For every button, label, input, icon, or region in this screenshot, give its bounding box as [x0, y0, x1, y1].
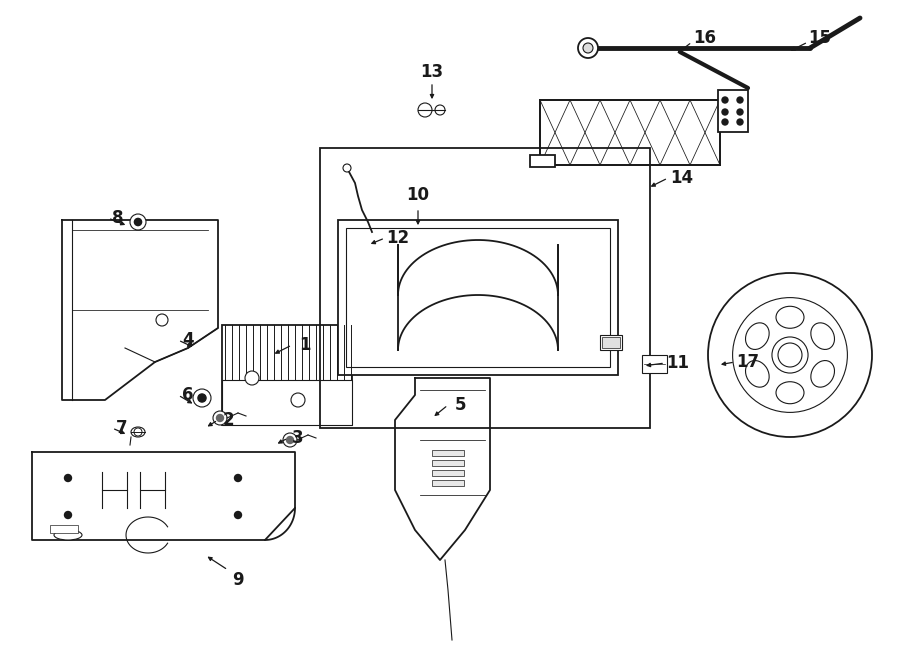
Bar	[432, 470, 464, 476]
Text: 3: 3	[292, 429, 304, 447]
Circle shape	[778, 343, 802, 367]
Text: 15: 15	[808, 29, 832, 47]
Circle shape	[722, 109, 728, 115]
Circle shape	[343, 164, 351, 172]
Ellipse shape	[131, 427, 145, 437]
Circle shape	[65, 475, 71, 481]
Bar	[602, 337, 620, 348]
Ellipse shape	[745, 323, 770, 350]
Circle shape	[583, 43, 593, 53]
Circle shape	[235, 512, 241, 518]
Circle shape	[291, 393, 305, 407]
Ellipse shape	[811, 360, 834, 387]
Circle shape	[578, 38, 598, 58]
Bar	[432, 450, 464, 456]
Text: 4: 4	[182, 331, 194, 349]
Text: 11: 11	[667, 354, 689, 372]
Polygon shape	[32, 452, 295, 540]
Ellipse shape	[54, 530, 82, 540]
Circle shape	[235, 475, 241, 481]
Circle shape	[156, 314, 168, 326]
Circle shape	[418, 103, 432, 117]
Bar	[338, 220, 618, 375]
Ellipse shape	[776, 381, 804, 404]
Bar	[222, 325, 352, 425]
Text: 13: 13	[420, 63, 444, 81]
Text: 14: 14	[670, 169, 694, 187]
Ellipse shape	[811, 323, 834, 350]
Text: 10: 10	[407, 186, 429, 204]
Circle shape	[65, 512, 71, 518]
Circle shape	[737, 97, 743, 103]
Polygon shape	[62, 220, 218, 400]
Circle shape	[134, 428, 142, 436]
Text: 7: 7	[116, 419, 128, 437]
Circle shape	[286, 436, 293, 444]
Circle shape	[283, 433, 297, 447]
Text: 8: 8	[112, 209, 124, 227]
Text: 16: 16	[694, 29, 716, 47]
Circle shape	[245, 371, 259, 385]
Bar	[346, 228, 610, 367]
Circle shape	[217, 414, 223, 422]
Text: 9: 9	[232, 571, 244, 589]
Circle shape	[722, 119, 728, 125]
Text: 6: 6	[182, 386, 194, 404]
Bar	[718, 90, 748, 132]
Text: 5: 5	[454, 396, 466, 414]
Circle shape	[733, 297, 848, 412]
Circle shape	[130, 214, 146, 230]
Bar	[540, 100, 720, 165]
Bar	[642, 355, 667, 373]
Ellipse shape	[745, 360, 770, 387]
Text: 12: 12	[386, 229, 410, 247]
Circle shape	[435, 105, 445, 115]
Text: 17: 17	[736, 353, 760, 371]
Text: 1: 1	[299, 336, 310, 354]
Bar	[432, 480, 464, 486]
Bar	[432, 460, 464, 466]
Bar	[530, 155, 555, 167]
Circle shape	[708, 273, 872, 437]
Circle shape	[198, 394, 206, 402]
Polygon shape	[395, 378, 490, 560]
Circle shape	[737, 109, 743, 115]
Circle shape	[213, 411, 227, 425]
Bar	[320, 148, 650, 428]
Bar	[50, 525, 78, 533]
Circle shape	[134, 218, 141, 225]
Bar	[222, 380, 352, 425]
Bar	[600, 335, 622, 350]
Circle shape	[193, 389, 211, 407]
Circle shape	[722, 97, 728, 103]
Ellipse shape	[776, 306, 804, 329]
Circle shape	[772, 337, 808, 373]
Circle shape	[737, 119, 743, 125]
Text: 2: 2	[222, 411, 234, 429]
